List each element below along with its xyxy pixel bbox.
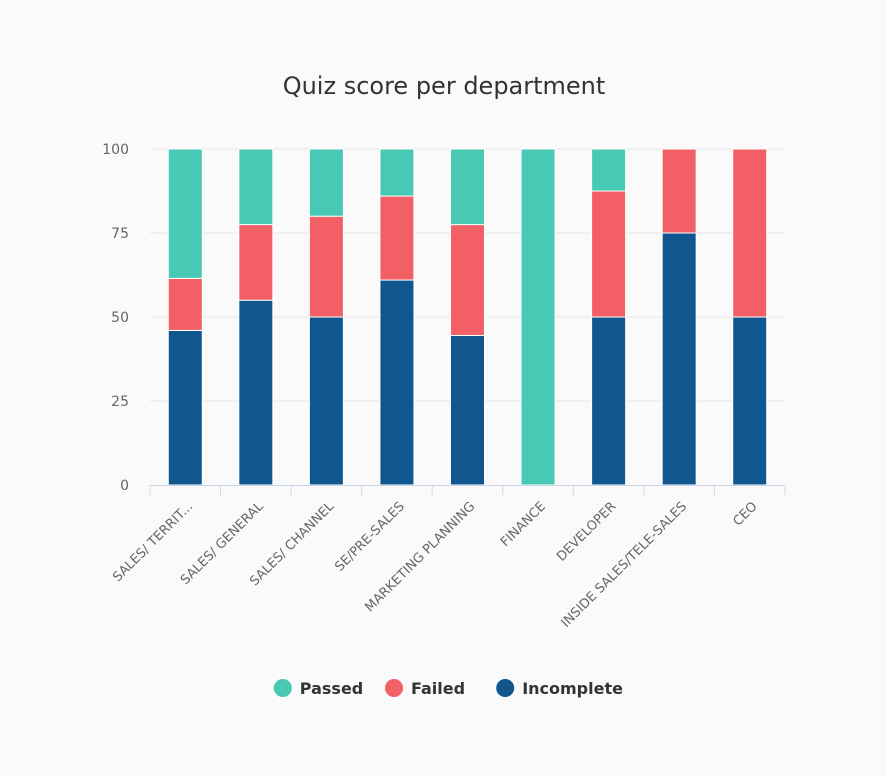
legend-item-incomplete[interactable]: Incomplete xyxy=(496,679,623,698)
x-tick-label: FINANCE xyxy=(498,499,549,550)
bar-segment-incomplete[interactable] xyxy=(591,316,627,486)
x-tick-label: SE/PRE-SALES xyxy=(332,499,407,574)
bar-segment-failed[interactable] xyxy=(308,215,344,318)
x-tick-label: DEVELOPER xyxy=(554,499,619,564)
y-tick-label: 100 xyxy=(102,142,129,158)
legend: Passed Failed Incomplete xyxy=(273,679,623,698)
y-tick-label: 75 xyxy=(111,226,129,242)
bar-segment-failed[interactable] xyxy=(591,190,627,318)
bar-segment-incomplete[interactable] xyxy=(732,316,768,486)
x-tick-label: INSIDE SALES/TELE-SALES xyxy=(559,499,690,630)
legend-item-failed[interactable]: Failed xyxy=(385,679,465,698)
y-tick-label: 25 xyxy=(111,394,129,410)
y-tick-label: 50 xyxy=(111,310,129,326)
bar-segment-failed[interactable] xyxy=(450,224,485,336)
legend-label: Incomplete xyxy=(522,679,623,698)
bar-segment-incomplete[interactable] xyxy=(167,329,203,486)
legend-label: Passed xyxy=(300,679,363,698)
bar-segment-incomplete[interactable] xyxy=(379,279,415,486)
bar-segment-incomplete[interactable] xyxy=(450,334,485,486)
bar-segment-passed[interactable] xyxy=(308,148,344,217)
bar-segment-incomplete[interactable] xyxy=(308,316,344,486)
bars xyxy=(167,148,768,486)
bar-segment-passed[interactable] xyxy=(591,148,627,192)
legend-item-passed[interactable]: Passed xyxy=(273,679,363,698)
x-tick-label: CEO xyxy=(730,499,760,529)
bar-segment-passed[interactable] xyxy=(238,148,274,226)
bar-segment-passed[interactable] xyxy=(167,148,203,279)
bar-segment-failed[interactable] xyxy=(238,224,274,301)
bar-segment-incomplete[interactable] xyxy=(661,232,697,486)
bar-segment-failed[interactable] xyxy=(379,195,415,281)
legend-label: Failed xyxy=(411,679,465,698)
bar-segment-incomplete[interactable] xyxy=(238,299,274,486)
legend-marker xyxy=(496,679,515,697)
legend-marker xyxy=(273,679,292,697)
bar-segment-failed[interactable] xyxy=(732,148,768,318)
bar-segment-passed[interactable] xyxy=(520,148,556,486)
bar-segment-passed[interactable] xyxy=(379,148,415,197)
chart-title: Quiz score per department xyxy=(283,72,606,100)
y-tick-label: 0 xyxy=(120,478,129,494)
y-axis-ticks: 0 25 50 75 100 xyxy=(102,142,129,494)
bar-segment-failed[interactable] xyxy=(167,277,203,331)
bar-segment-passed[interactable] xyxy=(450,148,485,226)
legend-marker xyxy=(385,679,403,697)
bar-segment-failed[interactable] xyxy=(661,148,697,234)
